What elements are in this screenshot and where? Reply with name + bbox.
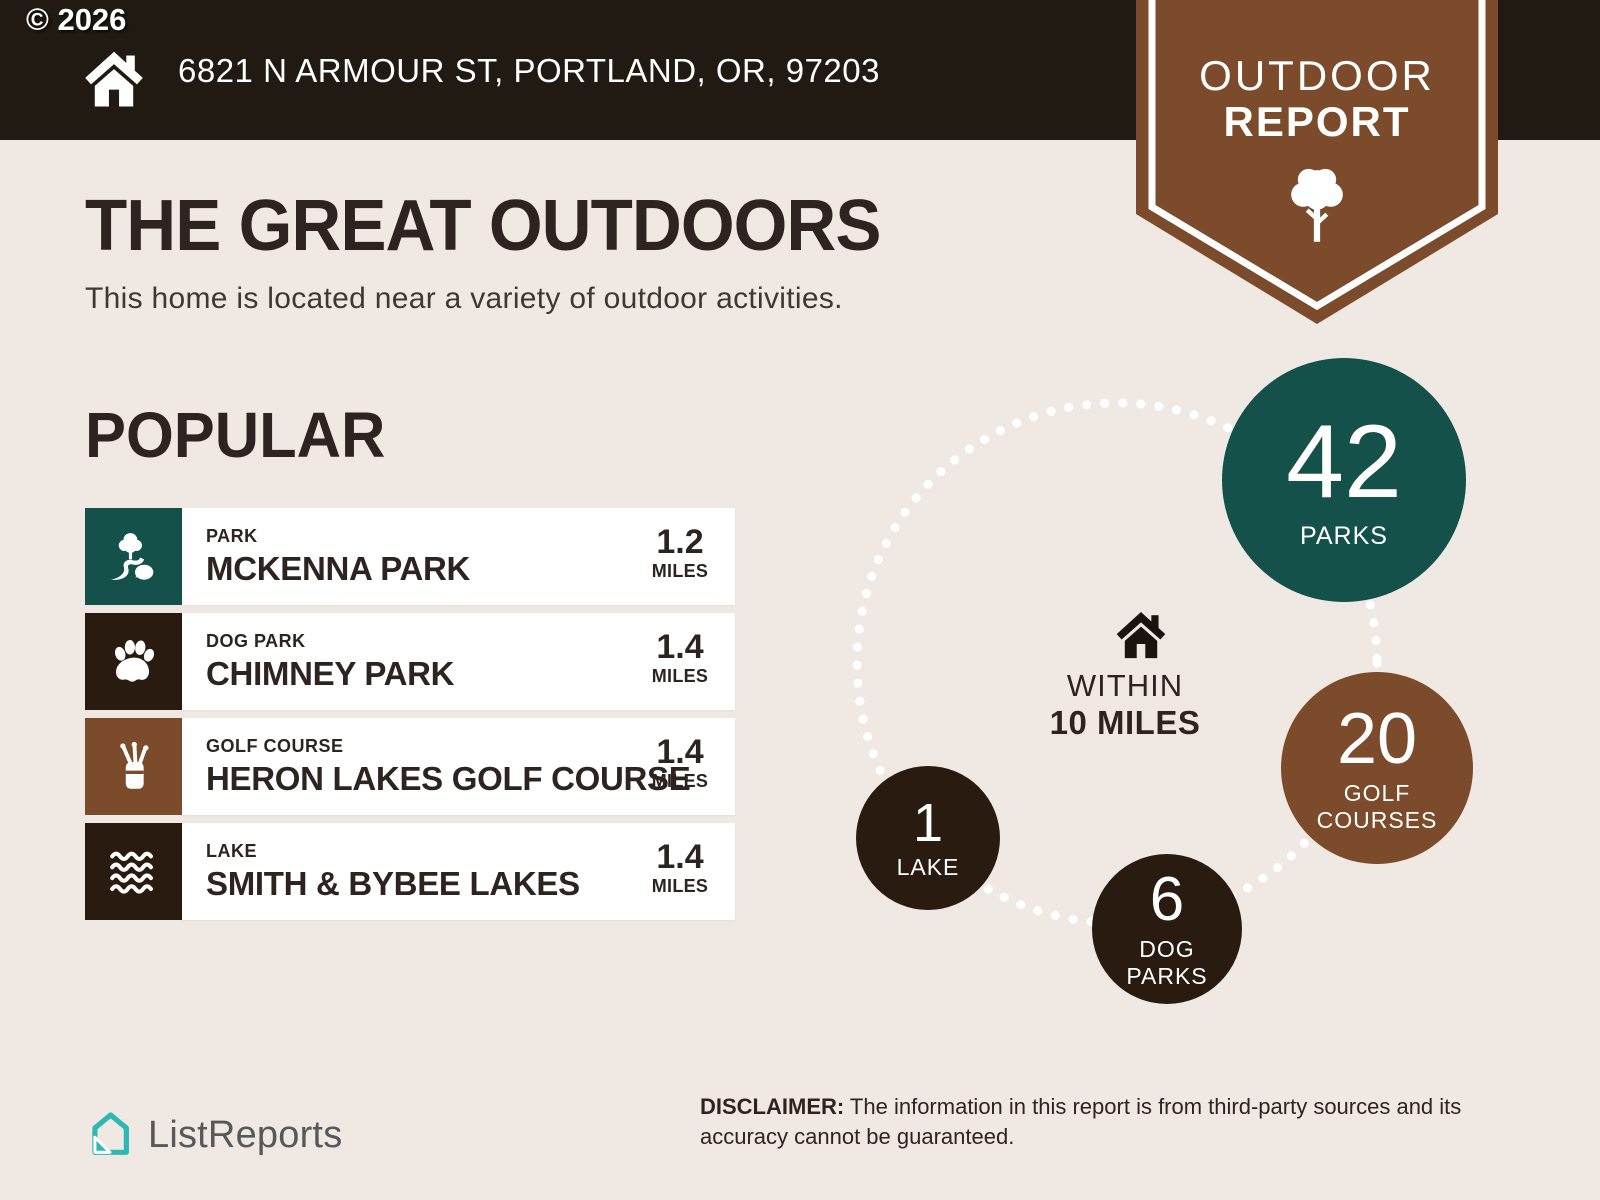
list-item-lake: LAKE SMITH & BYBEE LAKES 1.4 MILES (85, 823, 735, 920)
park-icon (110, 532, 153, 580)
radius-label-line1: WITHIN (1066, 668, 1184, 703)
stat-label: PARKS (1300, 521, 1388, 550)
distance-value: 1.4 (656, 838, 704, 876)
list-item-dog-park: DOG PARK CHIMNEY PARK 1.4 MILES (85, 613, 735, 710)
category-label: PARK (206, 526, 258, 546)
tree-icon (1291, 168, 1343, 242)
distance-value: 1.2 (656, 523, 704, 561)
dog-park-card: DOG PARK CHIMNEY PARK 1.4 MILES (182, 613, 735, 710)
listreports-brand: ListReports (148, 1114, 343, 1156)
listreports-logo-icon (92, 1112, 129, 1155)
park-card: PARK MCKENNA PARK 1.2 MILES (182, 508, 735, 605)
lake-icon-box (85, 823, 182, 920)
place-name: HERON LAKES GOLF COURSE (206, 760, 691, 797)
stat-circle-parks: 42 PARKS (1222, 358, 1466, 602)
page-subtitle: This home is located near a variety of o… (85, 282, 843, 315)
distance-unit: MILES (651, 876, 709, 897)
park-icon-box (85, 508, 182, 605)
stat-value: 6 (1149, 865, 1185, 935)
category-label: LAKE (206, 841, 257, 861)
place-name: CHIMNEY PARK (206, 655, 455, 692)
stat-circle-golf-courses: 20 GOLF COURSES (1281, 672, 1473, 864)
distance-unit: MILES (651, 771, 709, 792)
home-icon (85, 51, 143, 107)
ribbon-title-line1: OUTDOOR (1199, 52, 1435, 99)
stat-value: 42 (1286, 403, 1402, 520)
distance-value: 1.4 (656, 733, 704, 771)
disclaimer-text: DISCLAIMER: The information in this repo… (700, 1092, 1490, 1151)
stat-circle-lake: 1 LAKE (856, 766, 1000, 910)
disclaimer-body: The information in this report is from t… (700, 1094, 1462, 1149)
list-item-golf-course: GOLF COURSE HERON LAKES GOLF COURSE 1.4 … (85, 718, 735, 815)
copyright-watermark: © 2026 (26, 2, 127, 37)
category-label: GOLF COURSE (206, 736, 344, 756)
stat-value: 1 (912, 792, 944, 853)
distance-unit: MILES (651, 666, 709, 687)
place-name: MCKENNA PARK (206, 550, 471, 587)
stat-circle-dog-parks: 6 DOG PARKS (1092, 854, 1242, 1004)
outdoor-report-ribbon (1136, 0, 1498, 324)
waves-icon (109, 851, 153, 894)
stat-value: 20 (1336, 699, 1418, 780)
golf-icon-box (85, 718, 182, 815)
paw-icon (114, 639, 154, 682)
disclaimer-label: DISCLAIMER: (700, 1094, 845, 1119)
distance: 1.4 MILES (637, 733, 723, 792)
golf-bag-icon (119, 741, 148, 789)
lake-card: LAKE SMITH & BYBEE LAKES 1.4 MILES (182, 823, 735, 920)
place-name: SMITH & BYBEE LAKES (206, 865, 580, 902)
stat-label: GOLF COURSES (1316, 780, 1438, 833)
list-item-park: PARK MCKENNA PARK 1.2 MILES (85, 508, 735, 605)
distance-unit: MILES (651, 561, 709, 582)
page-title: THE GREAT OUTDOORS (85, 186, 881, 266)
radius-label-line2: 10 MILES (1049, 704, 1201, 741)
distance: 1.4 MILES (637, 628, 723, 687)
stat-label: LAKE (896, 853, 960, 880)
home-icon (1116, 612, 1166, 659)
distance: 1.4 MILES (637, 838, 723, 897)
ribbon-title-line2: REPORT (1223, 98, 1411, 145)
distance-value: 1.4 (656, 628, 704, 666)
property-address: 6821 N ARMOUR ST, PORTLAND, OR, 97203 (178, 52, 880, 89)
category-label: DOG PARK (206, 631, 306, 651)
stat-label: DOG PARKS (1126, 936, 1208, 989)
golf-course-card: GOLF COURSE HERON LAKES GOLF COURSE 1.4 … (182, 718, 735, 815)
popular-heading: POPULAR (85, 399, 386, 471)
distance: 1.2 MILES (637, 523, 723, 582)
dog-park-icon-box (85, 613, 182, 710)
popular-list: PARK MCKENNA PARK 1.2 MILES (85, 508, 735, 928)
